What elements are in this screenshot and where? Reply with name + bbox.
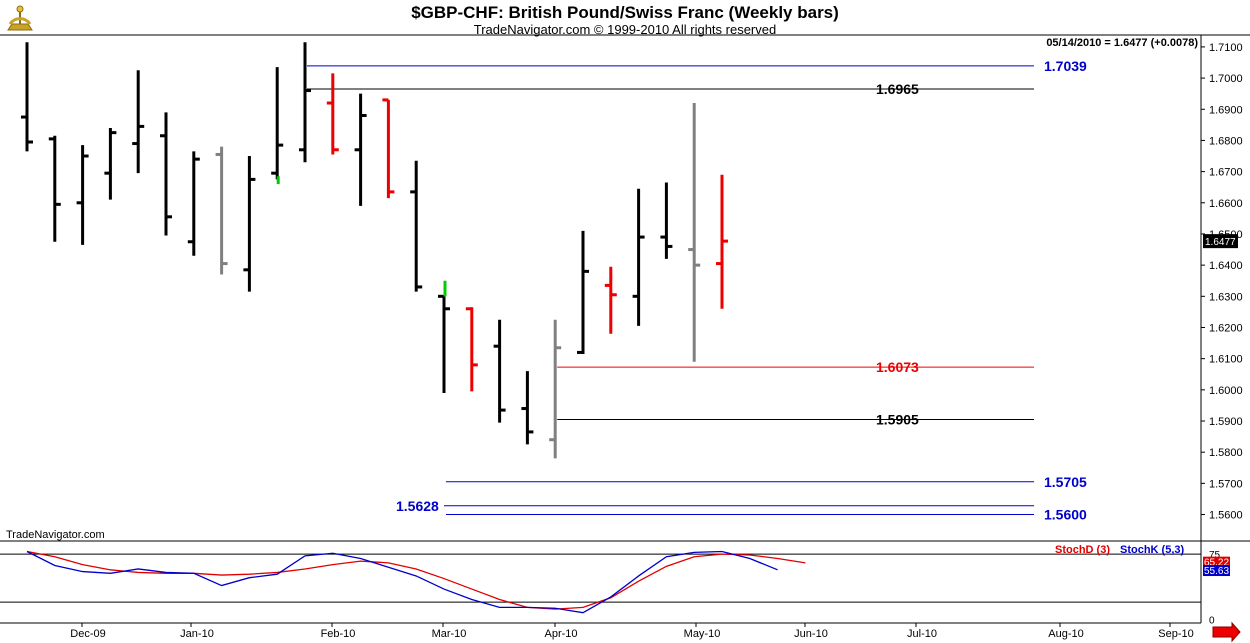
level-label: 1.5600 — [1044, 507, 1087, 523]
x-tick-label: Feb-10 — [321, 628, 356, 640]
x-tick-label: Jun-10 — [794, 628, 828, 640]
y-tick-label: 1.7000 — [1209, 73, 1243, 85]
x-tick-label: Jan-10 — [180, 628, 214, 640]
level-label: 1.5705 — [1044, 474, 1087, 490]
y-tick-label: 1.7100 — [1209, 42, 1243, 54]
stoch-tick-label: 0 — [1209, 616, 1215, 627]
level-label: 1.6965 — [876, 81, 919, 97]
sextant-icon — [4, 4, 36, 39]
level-label: 1.6073 — [876, 359, 919, 375]
x-tick-label: Sep-10 — [1158, 628, 1193, 640]
copyright-subtitle: TradeNavigator.com © 1999-2010 All right… — [473, 22, 777, 37]
legend-stochk: StochK (5,3) — [1120, 544, 1185, 556]
stoch-last-label: 65.22 — [1204, 558, 1229, 569]
y-tick-label: 1.6200 — [1209, 322, 1243, 334]
level-label: 1.5905 — [876, 411, 919, 427]
stoch-last-tag — [1203, 556, 1230, 568]
stoch-tick-label: 75 — [1209, 550, 1221, 561]
chart-title: $GBP-CHF: British Pound/Swiss Franc (Wee… — [411, 3, 839, 22]
stochk-line — [26, 550, 778, 614]
y-tick-label: 1.6800 — [1209, 135, 1243, 147]
y-tick-label: 1.5700 — [1209, 478, 1243, 490]
stoch-last-label: 55.63 — [1204, 566, 1229, 577]
y-tick-label: 1.5900 — [1209, 416, 1243, 428]
y-tick-label: 1.6600 — [1209, 198, 1243, 210]
y-tick-label: 1.5600 — [1209, 510, 1243, 522]
watermark: TradeNavigator.com — [6, 529, 105, 541]
x-tick-label: Apr-10 — [544, 628, 577, 640]
y-tick-label: 1.6900 — [1209, 104, 1243, 116]
legend-stochd: StochD (3) — [1055, 544, 1110, 556]
last-price-tag — [1203, 234, 1238, 249]
last-quote: 05/14/2010 = 1.6477 (+0.0078) — [1046, 37, 1198, 49]
scroll-right-arrow-icon — [1212, 621, 1241, 643]
y-tick-label: 1.6700 — [1209, 167, 1243, 179]
y-tick-label: 1.6000 — [1209, 385, 1243, 397]
x-tick-label: Aug-10 — [1048, 628, 1083, 640]
y-tick-label: 1.5800 — [1209, 447, 1243, 459]
stochd-line — [26, 550, 806, 610]
x-tick-label: Jul-10 — [907, 628, 937, 640]
last-price-label: 1.6477 — [1205, 237, 1236, 248]
x-tick-label: May-10 — [684, 628, 721, 640]
stoch-last-tag — [1203, 565, 1230, 577]
y-tick-label: 1.6400 — [1209, 260, 1243, 272]
level-label: 1.7039 — [1044, 58, 1087, 74]
x-tick-label: Mar-10 — [432, 628, 467, 640]
x-tick-label: Dec-09 — [70, 628, 105, 640]
level-label: 1.5628 — [396, 498, 439, 514]
y-tick-label: 1.6100 — [1209, 354, 1243, 366]
y-tick-label: 1.6300 — [1209, 291, 1243, 303]
